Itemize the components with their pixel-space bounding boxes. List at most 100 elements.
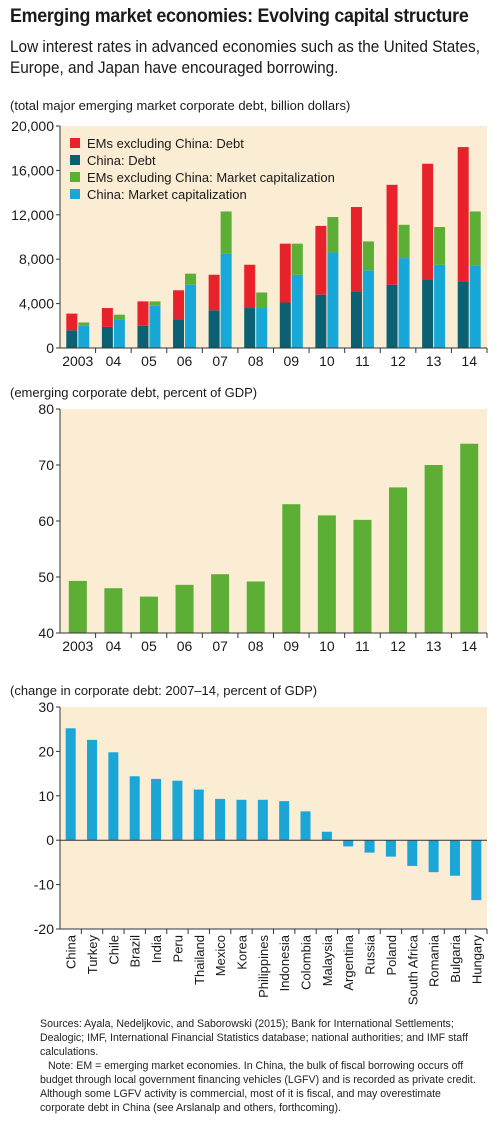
bar-china-debt bbox=[208, 310, 220, 348]
bar-em-mcap bbox=[78, 322, 90, 326]
bar bbox=[151, 778, 162, 841]
x-tick-label: Mexico bbox=[213, 935, 228, 976]
bar bbox=[193, 789, 204, 841]
x-tick-label: 06 bbox=[177, 353, 193, 369]
bar-china-debt bbox=[66, 330, 78, 348]
bar bbox=[471, 840, 482, 901]
legend-swatch bbox=[70, 189, 80, 199]
bar bbox=[257, 799, 268, 841]
plot-area bbox=[60, 409, 487, 633]
bar bbox=[424, 465, 443, 633]
bar-china-debt bbox=[137, 325, 149, 348]
y-tick-label: -10 bbox=[34, 877, 54, 893]
bar-em-debt bbox=[386, 184, 398, 285]
chart-debt-percent-gdp: 40 50 60 70 80 2003 04 05 06 07 08 09 10 11 12 13 14 bbox=[38, 401, 488, 654]
x-tick-label: 14 bbox=[461, 638, 477, 654]
bar-china-mcap bbox=[78, 325, 90, 348]
x-tick-label: Romania bbox=[427, 934, 442, 987]
legend-label: China: Debt bbox=[87, 153, 156, 168]
bar-china-mcap bbox=[362, 270, 374, 348]
bar-em-mcap bbox=[113, 314, 125, 320]
x-tick-label: 11 bbox=[355, 353, 370, 369]
y-tick-label: 20 bbox=[38, 743, 54, 759]
bar bbox=[215, 798, 226, 841]
bar-china-mcap bbox=[149, 305, 161, 348]
bar bbox=[108, 752, 119, 841]
bar-em-debt bbox=[137, 301, 149, 326]
bar bbox=[389, 487, 408, 633]
x-tick-label: 07 bbox=[212, 638, 228, 654]
bar bbox=[343, 840, 354, 847]
bar-em-debt bbox=[66, 313, 78, 331]
bar-em-mcap bbox=[149, 301, 161, 306]
bar bbox=[449, 840, 460, 876]
bar-em-mcap bbox=[362, 241, 374, 271]
bar-em-debt bbox=[457, 147, 469, 282]
legend-label: China: Market capitalization bbox=[87, 187, 247, 202]
bar-china-mcap bbox=[185, 284, 197, 348]
x-tick-label: Colombia bbox=[299, 934, 314, 990]
x-tick-label: 05 bbox=[141, 353, 157, 369]
y-tick-label: 10 bbox=[38, 788, 54, 804]
bar bbox=[300, 811, 311, 841]
bar-china-mcap bbox=[256, 308, 268, 348]
bar-em-mcap bbox=[327, 217, 339, 253]
x-tick-label: 13 bbox=[426, 353, 442, 369]
bar-em-debt bbox=[422, 163, 434, 280]
x-tick-label: Korea bbox=[234, 934, 249, 969]
x-tick-label: China bbox=[64, 934, 79, 969]
bar-em-mcap bbox=[291, 243, 303, 275]
x-tick-label: 11 bbox=[355, 638, 370, 654]
x-tick-label: 13 bbox=[426, 638, 442, 654]
legend-label: EMs excluding China: Debt bbox=[87, 136, 244, 151]
bar-china-debt bbox=[173, 319, 185, 348]
bar-em-debt bbox=[244, 264, 256, 309]
bar-em-mcap bbox=[469, 211, 481, 266]
y-tick-label: 16,000 bbox=[11, 162, 54, 178]
bar-em-mcap bbox=[434, 227, 446, 265]
x-tick-label: Russia bbox=[363, 934, 378, 975]
legend-swatch bbox=[70, 172, 80, 182]
y-tick-label: 8,000 bbox=[19, 251, 54, 267]
bar bbox=[282, 504, 301, 633]
bar bbox=[407, 840, 418, 866]
x-tick-label: 08 bbox=[248, 353, 264, 369]
x-tick-label: 04 bbox=[106, 353, 122, 369]
x-tick-label: 12 bbox=[390, 638, 406, 654]
x-tick-label: Brazil bbox=[128, 935, 143, 968]
bar-china-debt bbox=[315, 294, 327, 348]
x-tick-label: 07 bbox=[212, 353, 228, 369]
bar bbox=[246, 581, 265, 633]
x-tick-label: 10 bbox=[319, 638, 335, 654]
page-title: Emerging market economies: Evolving capi… bbox=[10, 6, 469, 27]
bar bbox=[385, 840, 396, 857]
bar-em-mcap bbox=[398, 224, 410, 259]
x-tick-label: 10 bbox=[319, 353, 335, 369]
bar bbox=[428, 840, 439, 873]
y-tick-label: 80 bbox=[38, 401, 54, 417]
bar-em-debt bbox=[350, 207, 362, 292]
x-tick-label: 14 bbox=[461, 353, 477, 369]
bar-em-mcap bbox=[185, 273, 197, 285]
chart3-units: (change in corporate debt: 2007–14, perc… bbox=[10, 683, 318, 698]
bar-china-debt bbox=[279, 302, 291, 348]
x-tick-label: Poland bbox=[384, 935, 399, 975]
bar-china-mcap bbox=[469, 265, 481, 348]
x-tick-label: 2003 bbox=[62, 353, 93, 369]
legend-swatch bbox=[70, 155, 80, 165]
bar bbox=[139, 596, 158, 633]
bar-em-debt bbox=[101, 308, 113, 327]
bar-china-debt bbox=[386, 284, 398, 348]
bar bbox=[87, 739, 98, 841]
bar bbox=[211, 574, 230, 633]
bar-china-mcap bbox=[398, 258, 410, 348]
x-tick-label: 05 bbox=[141, 638, 157, 654]
bar bbox=[65, 728, 76, 841]
sources-text: Sources: Ayala, Nedeljkovic, and Saborow… bbox=[40, 1018, 468, 1058]
bar bbox=[279, 801, 290, 841]
y-tick-label: 70 bbox=[38, 457, 54, 473]
bar bbox=[364, 840, 375, 853]
legend-swatch bbox=[70, 138, 80, 148]
y-tick-label: 40 bbox=[38, 625, 54, 641]
y-tick-label: -20 bbox=[34, 921, 54, 937]
